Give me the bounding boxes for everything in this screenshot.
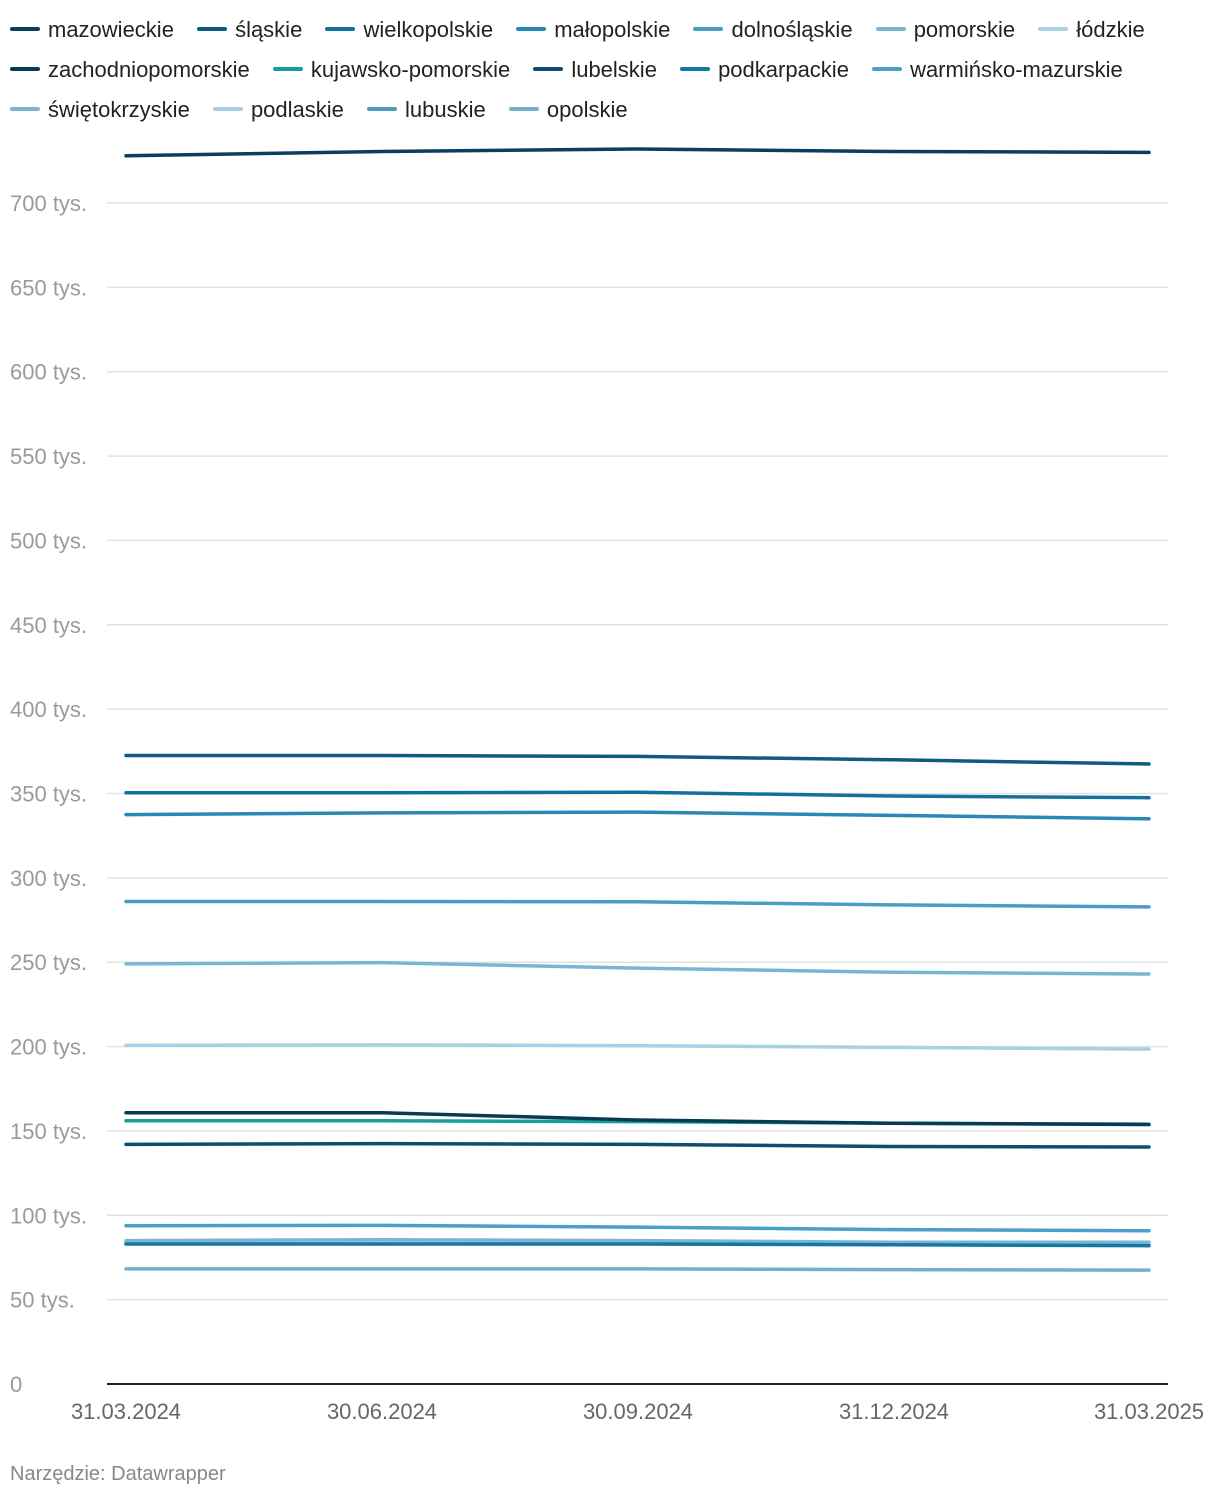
legend-label: lubelskie — [571, 57, 657, 82]
legend-label: mazowieckie — [48, 17, 174, 42]
y-tick-label: 450 tys. — [10, 613, 87, 638]
x-tick-label: 31.12.2024 — [839, 1399, 949, 1424]
legend-label: lubuskie — [405, 97, 486, 122]
y-tick-label: 100 tys. — [10, 1203, 87, 1228]
legend-swatch — [10, 27, 40, 32]
x-axis: 31.03.2024 30.06.2024 30.09.2024 31.12.2024… — [71, 1383, 1204, 1424]
legend-swatch — [508, 107, 539, 112]
y-tick-label: 350 tys. — [10, 782, 87, 807]
legend-item-dolnośląskie: dolnośląskie — [693, 17, 853, 42]
legend-label: pomorskie — [913, 17, 1016, 42]
series-line-opolskie — [124, 1267, 1151, 1272]
y-tick-label: 600 tys. — [10, 360, 87, 385]
legend-label: małopolskie — [554, 17, 671, 42]
y-tick-label: 400 tys. — [10, 697, 87, 722]
legend-item-świętokrzyskie: świętokrzyskie — [10, 97, 190, 122]
legend-item-podkarpackie: podkarpackie — [680, 57, 849, 82]
legend-item-kujawsko-pomorskie: kujawsko-pomorskie — [272, 57, 511, 82]
legend-label: zachodniopomorskie — [48, 57, 250, 82]
legend-item-lubuskie: lubuskie — [367, 97, 486, 122]
source-credit: Narzędzie: Datawrapper — [10, 1463, 226, 1485]
legend-swatch — [1038, 27, 1069, 32]
y-tick-label: 500 tys. — [10, 528, 87, 553]
legend-label: warmińsko-mazurskie — [910, 57, 1123, 82]
series-line-mazowieckie — [124, 147, 1151, 158]
legend-swatch — [212, 107, 243, 112]
legend-swatch — [272, 67, 303, 72]
series-lines — [124, 147, 1151, 1272]
legend-swatch — [680, 67, 711, 72]
y-tick-label: 150 tys. — [10, 1119, 87, 1144]
legend-swatch — [533, 67, 564, 72]
legend-item-wielkopolskie: wielkopolskie — [325, 17, 493, 42]
y-axis-ticks: 0 50 tys. 100 tys. 150 tys. 200 tys. 250 tys.… — [10, 191, 87, 1397]
chart-legend: mazowieckie śląskie wielkopolskie małopo… — [10, 10, 1215, 130]
legend-label: kujawsko-pomorskie — [310, 57, 511, 82]
legend-label: podkarpackie — [718, 57, 849, 82]
legend-swatch — [197, 27, 228, 32]
series-line-pomorskie — [124, 960, 1151, 976]
legend-label: dolnośląskie — [731, 17, 853, 42]
legend-swatch — [875, 27, 906, 32]
legend-item-śląskie: śląskie — [197, 17, 302, 42]
x-tick-label: 30.06.2024 — [327, 1399, 437, 1424]
legend-item-małopolskie: małopolskie — [516, 17, 670, 42]
series-line-warmińsko-mazurskie — [124, 1223, 1151, 1233]
legend-swatch — [10, 67, 40, 72]
series-line-lubelskie — [124, 1141, 1151, 1149]
legend-item-lubelskie: lubelskie — [533, 57, 657, 82]
legend-swatch — [516, 27, 547, 32]
grid-lines — [107, 202, 1168, 1301]
series-line-wielkopolskie — [124, 790, 1151, 800]
series-line-łódzkie — [124, 1043, 1151, 1051]
legend-label: wielkopolskie — [363, 17, 494, 42]
x-tick-label: 30.09.2024 — [583, 1399, 693, 1424]
legend-label: świętokrzyskie — [48, 97, 190, 122]
legend-item-mazowieckie: mazowieckie — [10, 17, 174, 42]
y-tick-label: 650 tys. — [10, 275, 87, 300]
legend-swatch — [872, 67, 903, 72]
legend-item-zachodniopomorskie: zachodniopomorskie — [10, 57, 250, 82]
legend-label: śląskie — [235, 17, 303, 42]
legend-item-pomorskie: pomorskie — [875, 17, 1016, 42]
y-tick-label: 300 tys. — [10, 866, 87, 891]
y-tick-label: 0 — [10, 1372, 22, 1397]
legend-label: łódzkie — [1076, 17, 1145, 42]
y-tick-label: 200 tys. — [10, 1035, 87, 1060]
series-line-świętokrzyskie — [124, 1237, 1151, 1245]
legend-item-opolskie: opolskie — [508, 97, 628, 122]
legend-swatch — [10, 107, 40, 112]
x-tick-label: 31.03.2024 — [71, 1399, 181, 1424]
series-line-podkarpackie — [124, 1242, 1151, 1248]
y-tick-label: 550 tys. — [10, 444, 87, 469]
legend-swatch — [325, 27, 356, 32]
x-tick-label: 31.03.2025 — [1094, 1399, 1204, 1424]
line-chart: 0 50 tys. 100 tys. 150 tys. 200 tys. 250 tys.… — [10, 147, 1204, 1424]
series-line-małopolskie — [124, 810, 1151, 821]
series-line-dolnośląskie — [124, 899, 1151, 909]
y-tick-label: 700 tys. — [10, 191, 87, 216]
y-tick-label: 50 tys. — [10, 1288, 75, 1313]
legend-swatch — [367, 107, 398, 112]
legend-item-łódzkie: łódzkie — [1038, 17, 1145, 42]
legend-item-warmińsko-mazurskie: warmińsko-mazurskie — [872, 57, 1123, 82]
y-tick-label: 250 tys. — [10, 950, 87, 975]
series-line-zachodniopomorskie — [124, 1110, 1151, 1127]
series-line-śląskie — [124, 753, 1151, 766]
legend-swatch — [693, 27, 724, 32]
legend-label: podlaskie — [250, 97, 344, 122]
legend-item-podlaskie: podlaskie — [212, 97, 344, 122]
legend-label: opolskie — [546, 97, 628, 122]
